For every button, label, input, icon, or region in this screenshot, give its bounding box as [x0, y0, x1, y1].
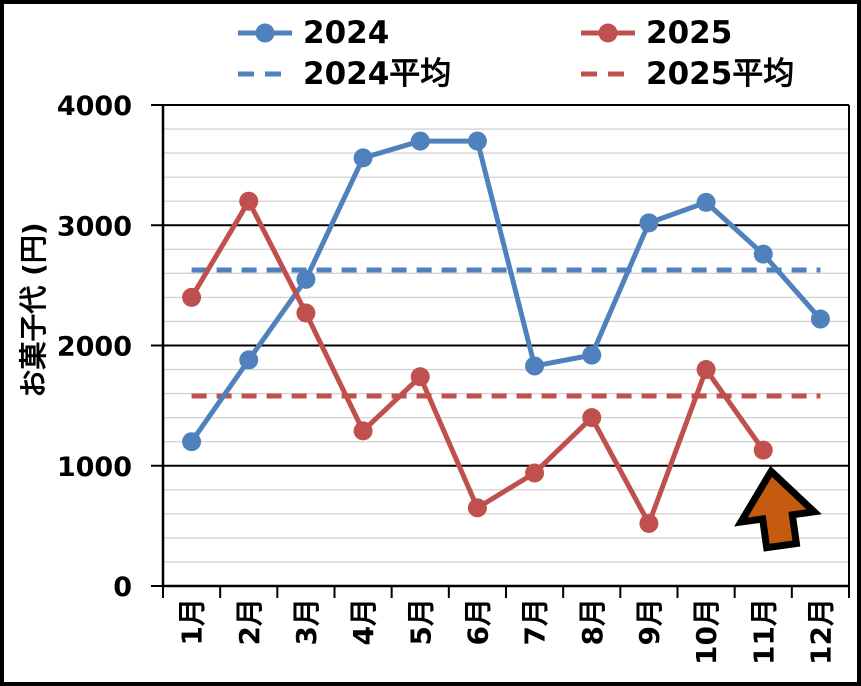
data-point-2024 — [467, 131, 487, 151]
data-point-2024 — [582, 345, 602, 365]
legend-label-2024: 2024 — [303, 14, 390, 51]
data-point-2025 — [753, 440, 773, 460]
data-point-2025 — [525, 463, 545, 483]
data-point-2024 — [296, 269, 316, 289]
legend-label-2025: 2025 — [646, 14, 733, 51]
data-point-2024 — [239, 350, 259, 370]
data-point-2024 — [696, 192, 716, 212]
x-tick-label: 9月 — [633, 598, 666, 645]
x-tick-label: 7月 — [519, 598, 552, 645]
data-point-2025 — [353, 421, 373, 441]
legend-item-2024: 2024 — [238, 13, 389, 53]
x-tick-label: 10月 — [690, 598, 723, 665]
legend-label-2025-average: 2025平均 — [646, 55, 795, 92]
y-tick-label: 1000 — [57, 452, 132, 483]
y-tick-label: 0 — [113, 572, 132, 603]
x-tick-label: 6月 — [461, 598, 494, 645]
data-point-2024 — [639, 213, 659, 233]
x-tick-label: 1月 — [176, 598, 209, 645]
legend-item-2025-average: 2025平均 — [581, 54, 794, 94]
legend-item-2024-average: 2024平均 — [238, 54, 451, 94]
data-point-2025 — [639, 513, 659, 533]
data-point-2024 — [353, 148, 373, 168]
x-tick-label: 4月 — [347, 598, 380, 645]
data-point-2025 — [582, 408, 602, 428]
y-tick-label: 4000 — [57, 91, 132, 122]
data-point-2024 — [410, 131, 430, 151]
data-point-2024 — [182, 432, 202, 452]
x-tick-label: 2月 — [233, 598, 266, 645]
x-tick-label: 8月 — [576, 598, 609, 645]
x-tick-label: 11月 — [747, 598, 780, 665]
data-point-2025 — [410, 367, 430, 387]
line-marker-swatch-icon — [238, 23, 292, 43]
legend-item-2025: 2025 — [581, 13, 732, 53]
line-marker-swatch-icon — [581, 23, 635, 43]
data-point-2025 — [239, 191, 259, 211]
legend-label-2024-average: 2024平均 — [303, 55, 452, 92]
data-point-2025 — [467, 498, 487, 518]
up-arrow-annotation — [734, 465, 822, 552]
y-tick-label: 2000 — [57, 332, 132, 363]
data-point-2024 — [525, 356, 545, 376]
dashed-line-swatch-icon — [238, 71, 292, 77]
data-point-2024 — [810, 309, 830, 329]
data-point-2025 — [182, 287, 202, 307]
dashed-line-swatch-icon — [581, 71, 635, 77]
data-point-2024 — [753, 244, 773, 264]
x-tick-label: 5月 — [404, 598, 437, 645]
data-point-2025 — [696, 360, 716, 380]
data-point-2025 — [296, 303, 316, 323]
x-tick-label: 3月 — [290, 598, 323, 645]
x-tick-label: 12月 — [804, 598, 837, 665]
y-tick-label: 3000 — [57, 211, 132, 242]
